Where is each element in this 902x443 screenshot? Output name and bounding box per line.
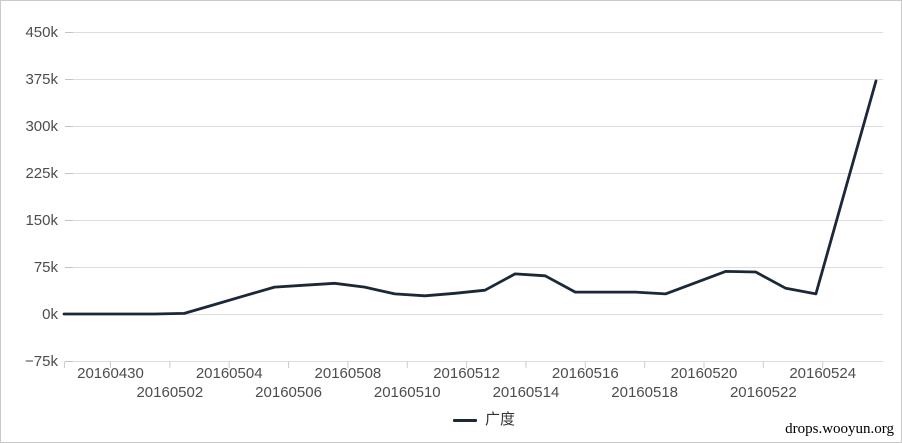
legend-label: 广度 — [485, 411, 516, 428]
x-tick-label: 20160430 — [77, 365, 144, 382]
y-tick-label: 225k — [25, 165, 58, 182]
x-tick-label: 20160524 — [789, 365, 856, 382]
legend-item[interactable]: 广度 — [453, 411, 515, 429]
y-tick-label: −75k — [25, 353, 58, 370]
legend-line-swatch — [453, 418, 477, 422]
x-tick-label: 20160514 — [493, 384, 560, 401]
y-tick-label: 75k — [34, 259, 59, 276]
y-tick-label: 300k — [25, 118, 58, 135]
series-line — [62, 79, 878, 316]
x-tick-label: 20160508 — [315, 365, 382, 382]
y-tick-label: 450k — [25, 24, 58, 41]
x-tick-label: 20160522 — [730, 384, 797, 401]
x-tick-label: 20160502 — [136, 384, 203, 401]
x-tick-label: 20160504 — [196, 365, 263, 382]
x-tick-label: 20160516 — [552, 365, 619, 382]
x-tick-label: 20160512 — [433, 365, 500, 382]
y-tick-label: 0k — [42, 306, 58, 323]
x-tick-label: 20160510 — [374, 384, 441, 401]
x-tick-label: 20160520 — [671, 365, 738, 382]
watermark: drops.wooyun.org — [785, 421, 894, 437]
x-tick-label: 20160518 — [611, 384, 678, 401]
y-tick-label: 375k — [25, 71, 58, 88]
x-tick-label: 20160506 — [255, 384, 322, 401]
y-tick-label: 150k — [25, 212, 58, 229]
